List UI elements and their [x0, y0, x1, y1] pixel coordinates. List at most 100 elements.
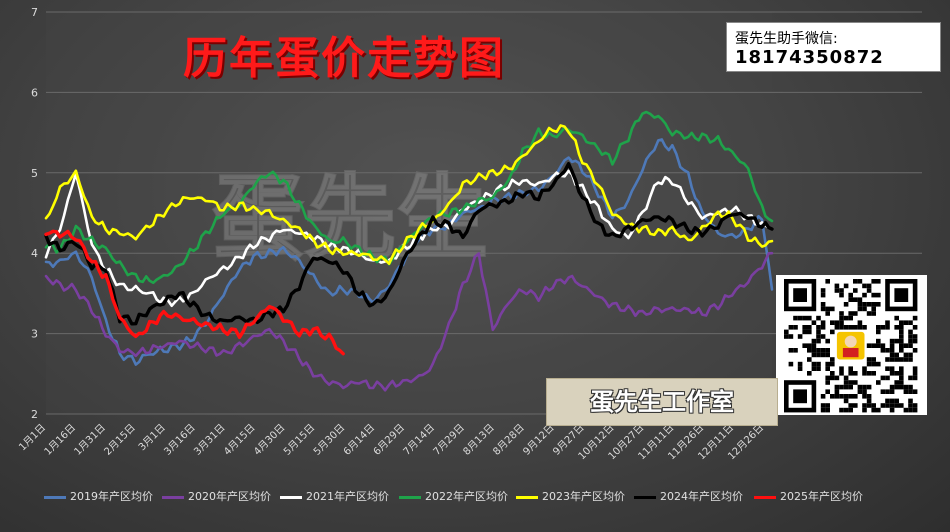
qr-module [889, 407, 895, 413]
y-tick-label: 4 [31, 247, 38, 260]
legend-swatch [754, 495, 776, 499]
qr-module [885, 325, 890, 330]
qr-module [853, 394, 858, 399]
legend-item: 2020年产区均价 [162, 488, 271, 504]
x-tick-label: 6月29日 [371, 422, 407, 458]
qr-module [912, 403, 918, 408]
x-tick-label: 4月30日 [251, 422, 287, 458]
qr-module [908, 357, 913, 362]
qr-module [848, 366, 853, 371]
qr-module [784, 329, 789, 335]
qr-module [894, 384, 899, 390]
qr-module [848, 394, 853, 399]
qr-module [853, 371, 858, 376]
qr-module [862, 389, 867, 394]
qr-module [830, 361, 835, 367]
qr-module [797, 315, 803, 321]
qr-module [839, 292, 844, 298]
qr-module [820, 403, 826, 408]
y-tick-label: 7 [31, 6, 38, 19]
qr-module [857, 384, 863, 390]
qr-module [912, 366, 918, 371]
x-tick-label: 7月14日 [401, 422, 437, 458]
qr-module [848, 325, 853, 330]
qr-module [820, 302, 826, 307]
qr-module [816, 315, 821, 321]
studio-badge: 蛋先生工作室 [546, 378, 778, 426]
x-tick-label: 6月14日 [341, 422, 377, 458]
qr-module [825, 407, 830, 413]
qr-module [866, 357, 872, 362]
qr-module [889, 343, 895, 348]
qr-module [793, 325, 798, 330]
qr-module [889, 338, 895, 344]
qr-module [876, 361, 881, 367]
qr-module [853, 380, 858, 385]
qr-module [839, 288, 844, 293]
x-tick-label: 5月15日 [281, 422, 317, 458]
x-tick-label: 8月28日 [491, 422, 527, 458]
qr-module [802, 329, 807, 335]
qr-module [908, 389, 913, 394]
qr-module [839, 407, 844, 413]
qr-module [899, 338, 904, 344]
qr-module [894, 357, 899, 362]
legend-label: 2021年产区均价 [306, 490, 389, 503]
qr-module [866, 288, 872, 293]
qr-module [912, 338, 918, 344]
wechat-label: 蛋先生助手微信: [735, 31, 838, 47]
qr-module [839, 384, 844, 390]
qr-module [894, 338, 899, 344]
qr-module [843, 302, 849, 307]
qr-module [871, 403, 876, 408]
qr-module [820, 407, 826, 413]
qr-module [853, 297, 858, 302]
qr-module [839, 311, 844, 316]
qr-module [862, 407, 867, 413]
qr-module [889, 384, 895, 390]
qr-module [834, 394, 840, 399]
qr-module [866, 361, 872, 367]
qr-module [830, 306, 835, 312]
qr-module [820, 334, 826, 339]
qr-module [880, 348, 886, 353]
qr-module [871, 302, 876, 307]
qr-module [816, 334, 821, 339]
x-tick-label: 1月31日 [72, 422, 108, 458]
legend-label: 2022年产区均价 [425, 490, 508, 503]
legend-item: 2019年产区均价 [44, 488, 153, 504]
qr-module [853, 288, 858, 293]
qr-module [889, 348, 895, 353]
qr-module [899, 357, 904, 362]
qr-module [820, 320, 826, 325]
qr-module [848, 407, 853, 413]
qr-module [793, 288, 807, 302]
qr-module [903, 384, 909, 390]
qr-module [816, 366, 821, 371]
qr-module [788, 325, 794, 330]
qr-module [807, 325, 812, 330]
qr-module [899, 371, 904, 376]
y-tick-label: 3 [31, 328, 38, 341]
qr-module [912, 325, 918, 330]
qr-module [912, 375, 918, 381]
qr-module [797, 334, 803, 339]
qr-module [876, 407, 881, 413]
qr-module [825, 375, 830, 381]
legend-item: 2025年产区均价 [754, 488, 863, 504]
qr-module [912, 334, 918, 339]
wechat-contact-box: 蛋先生助手微信: 18174350872 [726, 22, 941, 72]
qr-module [885, 389, 890, 394]
qr-code-pattern [784, 279, 918, 413]
qr-module [848, 380, 853, 385]
qr-module [889, 398, 895, 404]
qr-module [811, 343, 817, 348]
qr-module [848, 384, 853, 390]
qr-module [825, 338, 830, 344]
qr-module [830, 357, 835, 362]
qr-module [862, 403, 867, 408]
qr-module [807, 357, 812, 362]
qr-module [802, 325, 807, 330]
qr-module [843, 315, 849, 321]
qr-module [866, 398, 872, 404]
